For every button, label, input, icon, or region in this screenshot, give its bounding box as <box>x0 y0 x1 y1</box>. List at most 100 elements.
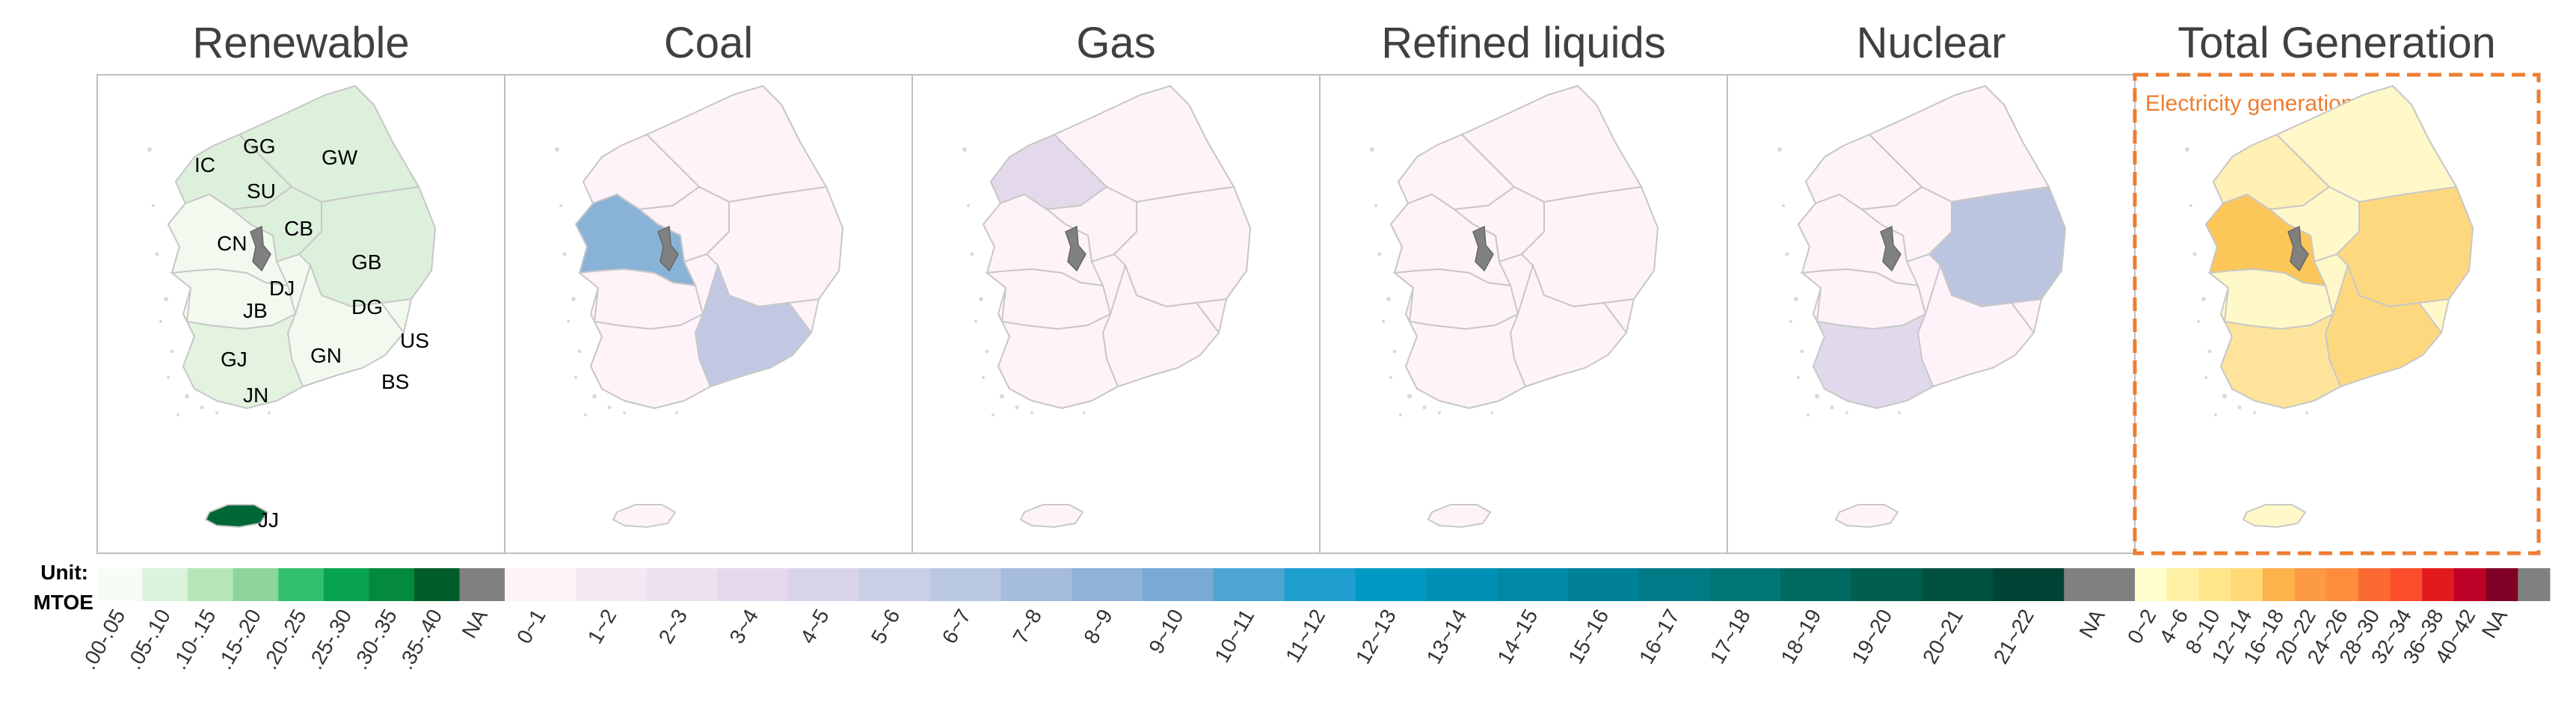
legend-label: NA <box>2075 605 2109 641</box>
legend-swatch <box>459 568 505 601</box>
region-label: GJ <box>221 348 248 371</box>
legend-label: 11~12 <box>1281 606 1330 667</box>
unit-label: Unit: <box>40 561 88 584</box>
region-label: JB <box>243 299 268 322</box>
legend-swatch <box>1993 568 2065 601</box>
legend-swatch <box>1355 568 1427 601</box>
region-jn <box>2219 312 2342 410</box>
legend-swatch <box>575 568 648 601</box>
region-jn <box>182 312 304 410</box>
legend-label: 0~1 <box>512 606 550 648</box>
legend-label: 13~14 <box>1422 606 1472 668</box>
legend-swatch <box>505 568 577 601</box>
legend-swatch <box>2486 568 2518 601</box>
legend-swatch <box>1213 568 1285 601</box>
legend-label: 21~22 <box>1989 606 2038 668</box>
legend-swatch <box>2326 568 2359 601</box>
legend-label: .25-.30 <box>304 606 356 674</box>
legend-swatch <box>2231 568 2263 601</box>
map-renewable: IC GG GW SU CB CN DJ GB JB DG GJ GN US J… <box>96 74 505 554</box>
legend-swatch <box>278 568 325 601</box>
region-jn <box>1812 312 1934 410</box>
legend-swatch <box>2198 568 2231 601</box>
legend-swatch <box>2358 568 2391 601</box>
legend-label: .10-.15 <box>167 606 220 674</box>
region-dj <box>1880 225 1902 272</box>
legend-swatch <box>414 568 460 601</box>
map-refined-liquids <box>1319 74 1728 554</box>
region-label: JN <box>243 384 268 407</box>
legend-swatch <box>1000 568 1072 601</box>
region-label: GW <box>322 146 358 169</box>
region-label: GG <box>243 135 276 158</box>
legend-label: .05-.10 <box>123 606 175 674</box>
legend-label: 4~5 <box>796 606 834 648</box>
panel-title-total-generation: Total Generation <box>2177 19 2496 67</box>
region-dj <box>1472 225 1494 272</box>
panel-title-gas: Gas <box>1076 19 1156 67</box>
legend-swatch <box>2453 568 2487 601</box>
panel-title-coal: Coal <box>663 19 754 67</box>
map-nuclear <box>1727 74 2136 554</box>
legend-label: 7~8 <box>1008 606 1046 648</box>
legend-label: 20~21 <box>1918 606 1967 668</box>
region-label: SU <box>247 179 276 203</box>
panel-frame <box>1727 74 2136 554</box>
region-jeju <box>1834 504 1899 529</box>
legend-swatch <box>2064 568 2136 601</box>
region-jn <box>1404 312 1527 410</box>
legend-swatch <box>858 568 931 601</box>
region-dj <box>250 225 271 272</box>
legend-swatch <box>717 568 789 601</box>
legend-swatch <box>1851 568 1923 601</box>
legend-label: 2~3 <box>654 606 692 648</box>
legend-swatch <box>233 568 279 601</box>
legend-label: 0~2 <box>2123 606 2161 648</box>
map-total-generation: Electricity generation <box>2133 73 2541 555</box>
region-label: GN <box>310 344 342 367</box>
legend-swatch <box>369 568 415 601</box>
unit-label-mtoe: MTOE <box>34 591 93 614</box>
legend-label: .00-.05 <box>77 606 129 674</box>
region-jn <box>997 312 1119 410</box>
legend-swatch <box>1496 568 1569 601</box>
legend-swatch <box>2390 568 2423 601</box>
region-label: JJ <box>258 508 279 532</box>
region-dj <box>657 225 679 272</box>
region-dj <box>1065 225 1086 272</box>
legend-swatch <box>188 568 234 601</box>
legend-label: 12~13 <box>1351 606 1401 668</box>
legend-swatch <box>2294 568 2327 601</box>
map-gas <box>912 74 1321 554</box>
legend-label: 18~19 <box>1777 606 1826 668</box>
legend-label: NA <box>2477 605 2512 641</box>
region-label: IC <box>194 153 215 176</box>
legend-swatch <box>2262 568 2295 601</box>
region-label: DG <box>351 295 383 318</box>
region-label: CB <box>284 217 313 240</box>
legend-label: 19~20 <box>1847 606 1896 668</box>
legend-swatch <box>1922 568 1994 601</box>
legend-swatch <box>2135 568 2168 601</box>
legend-label: 6~7 <box>938 606 976 648</box>
legend-label: .20-.25 <box>258 606 310 674</box>
legend-swatch <box>1567 568 1640 601</box>
region-label: DJ <box>269 277 295 300</box>
legend-swatch <box>1709 568 1781 601</box>
legend-swatch <box>142 568 188 601</box>
legend-label: 5~6 <box>867 606 905 648</box>
legend: Unit: MTOE .00-.05.05-.10.10-.15.15-.20.… <box>34 561 2551 673</box>
region-labels: IC GG GW SU CB CN DJ GB JB DG GJ GN US J… <box>194 135 429 532</box>
legend-swatch <box>929 568 1001 601</box>
region-jeju <box>204 504 269 529</box>
legend-swatch <box>1072 568 1143 601</box>
legend-label: 16~17 <box>1635 606 1684 668</box>
legend-label: .15-.20 <box>213 606 265 674</box>
highlight-box <box>2133 73 2541 555</box>
region-jeju <box>612 504 677 529</box>
legend-swatch <box>646 568 718 601</box>
panel-title-renewable: Renewable <box>192 19 410 67</box>
legend-total: 0~24~68~1012~1416~1820~2224~2628~3032~34… <box>2123 568 2551 668</box>
legend-swatch <box>323 568 369 601</box>
